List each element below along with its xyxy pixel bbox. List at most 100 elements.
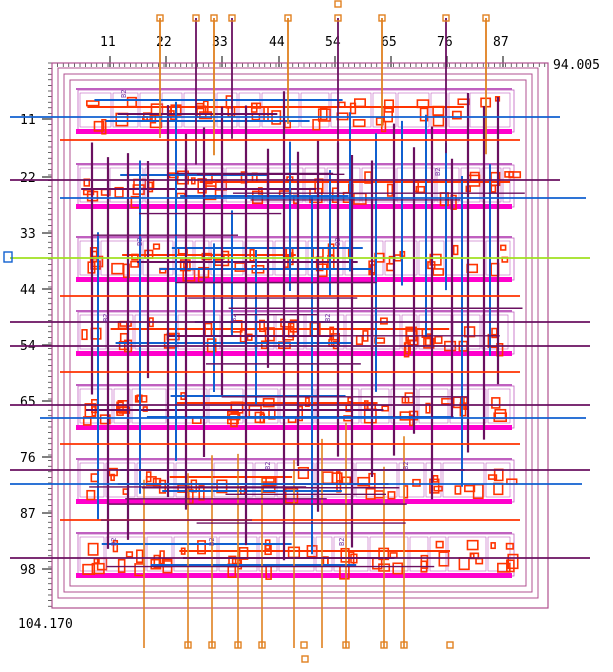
standard-cell: [390, 388, 418, 424]
metal1-shape: [198, 485, 205, 501]
standard-cell: [136, 462, 175, 498]
metal1-shape: [491, 327, 498, 339]
standard-cell: [213, 462, 254, 498]
metal1-shape: [145, 476, 157, 486]
top-io-pin: [334, 14, 342, 22]
metal1-shape: [403, 342, 410, 358]
cell-instance-label: B2: [230, 314, 238, 322]
metal1-shape: [412, 478, 421, 487]
standard-cell: [396, 167, 436, 203]
metal1-shape: [386, 183, 394, 197]
bottom-io-pin: [400, 641, 408, 649]
y-tick-label: 87: [20, 507, 36, 522]
metal1-shape: [423, 337, 435, 349]
metal1-shape: [111, 262, 124, 275]
standard-cell: [238, 92, 261, 128]
y-tick-label: 11: [20, 113, 36, 128]
standard-cell: [487, 388, 511, 424]
metal1-shape: [297, 466, 309, 479]
bottom-io-pin: [234, 641, 242, 649]
cell-instance-label: B2: [120, 90, 128, 98]
metal1-shape: [201, 252, 213, 261]
x-tick-label: 76: [437, 35, 453, 50]
metal1-shape: [108, 467, 118, 477]
cell-instance-label: B2: [338, 538, 346, 546]
metal1-shape: [134, 395, 148, 403]
standard-cell: [372, 92, 397, 128]
metal1-shape: [419, 107, 429, 122]
metal1-shape: [125, 551, 134, 558]
top-io-pin: [442, 14, 450, 22]
standard-cell: [409, 536, 429, 572]
ground-rail: [76, 458, 512, 460]
metal1-shape: [101, 118, 107, 135]
boundary-ring: [63, 73, 533, 593]
supply-rail: [76, 204, 512, 209]
ground-rail: [76, 88, 512, 90]
standard-cell: [173, 536, 218, 572]
standard-cell: [105, 536, 146, 572]
top-ruler: 11 22 33 44 54 65 76 87: [51, 35, 548, 67]
cell-instance-label: B2: [102, 314, 110, 322]
metal1-shape: [86, 489, 96, 501]
cell-labels: B2 B2 B2 B2 B2 B2 B2 B2 B2 B2 B2 B2: [102, 90, 442, 546]
bottom-io-pin: [446, 641, 454, 649]
standard-cell: [79, 92, 112, 128]
cell-instance-label: B2: [264, 462, 272, 470]
metal1-shape: [458, 557, 470, 571]
metal1-shape: [383, 107, 393, 123]
metal1-shape: [464, 484, 476, 493]
metal1-shape: [363, 408, 377, 424]
standard-cell: [79, 462, 105, 498]
bottom-io-pin: [184, 641, 192, 649]
standard-cell: [448, 92, 469, 128]
metal1-shape: [136, 549, 144, 564]
metal1-shape: [114, 186, 124, 198]
metal1-shape: [463, 326, 476, 338]
cell-instance-label: B2: [434, 168, 442, 176]
metal1-shape: [425, 402, 431, 414]
cell-instance-label: B2: [110, 538, 118, 546]
x-tick-label: 11: [100, 35, 116, 50]
metal1-shape: [259, 319, 266, 333]
metal1-shape: [349, 102, 357, 115]
metal1-shape: [490, 184, 497, 193]
standard-cell: [177, 314, 221, 350]
metal1-shape: [505, 542, 514, 550]
standard-cell: [469, 92, 511, 128]
standard-cell: [447, 536, 487, 572]
metal1-shape: [500, 244, 507, 251]
standard-cell: [105, 462, 136, 498]
metal1-shape: [99, 414, 111, 425]
metal1-shape: [238, 547, 249, 560]
standard-cell: [276, 462, 315, 498]
metal1-shape: [319, 107, 328, 121]
metal1-shape: [392, 562, 403, 575]
y-tick-label: 44: [20, 283, 36, 298]
metal1-shape: [153, 554, 161, 569]
y-tick-label: 33: [20, 227, 36, 242]
metal1-shape: [112, 539, 119, 553]
metal1-shape: [197, 540, 206, 555]
metal1-shape: [491, 397, 501, 409]
metal1-shape: [81, 329, 88, 341]
metal1-shape: [357, 476, 371, 487]
metal1-shape: [93, 120, 105, 132]
standard-cell: [183, 92, 216, 128]
metal1-shape: [87, 542, 99, 556]
boundary-ring: [69, 79, 527, 587]
cell-instance-label: B2: [208, 538, 216, 546]
bottom-io-pin: [301, 655, 309, 663]
metal1-shape: [317, 108, 332, 122]
metal1-shape: [151, 114, 157, 124]
metal1-shape: [91, 562, 105, 575]
standard-cell: [79, 388, 113, 424]
bottom-io-pin: [342, 641, 350, 649]
standard-cell: [161, 92, 183, 128]
standard-cell: [278, 536, 315, 572]
metal1-shape: [386, 262, 395, 272]
io-pins: [3, 0, 490, 663]
metal1-shape: [490, 542, 496, 550]
cell-instance-label: B2: [334, 238, 342, 246]
